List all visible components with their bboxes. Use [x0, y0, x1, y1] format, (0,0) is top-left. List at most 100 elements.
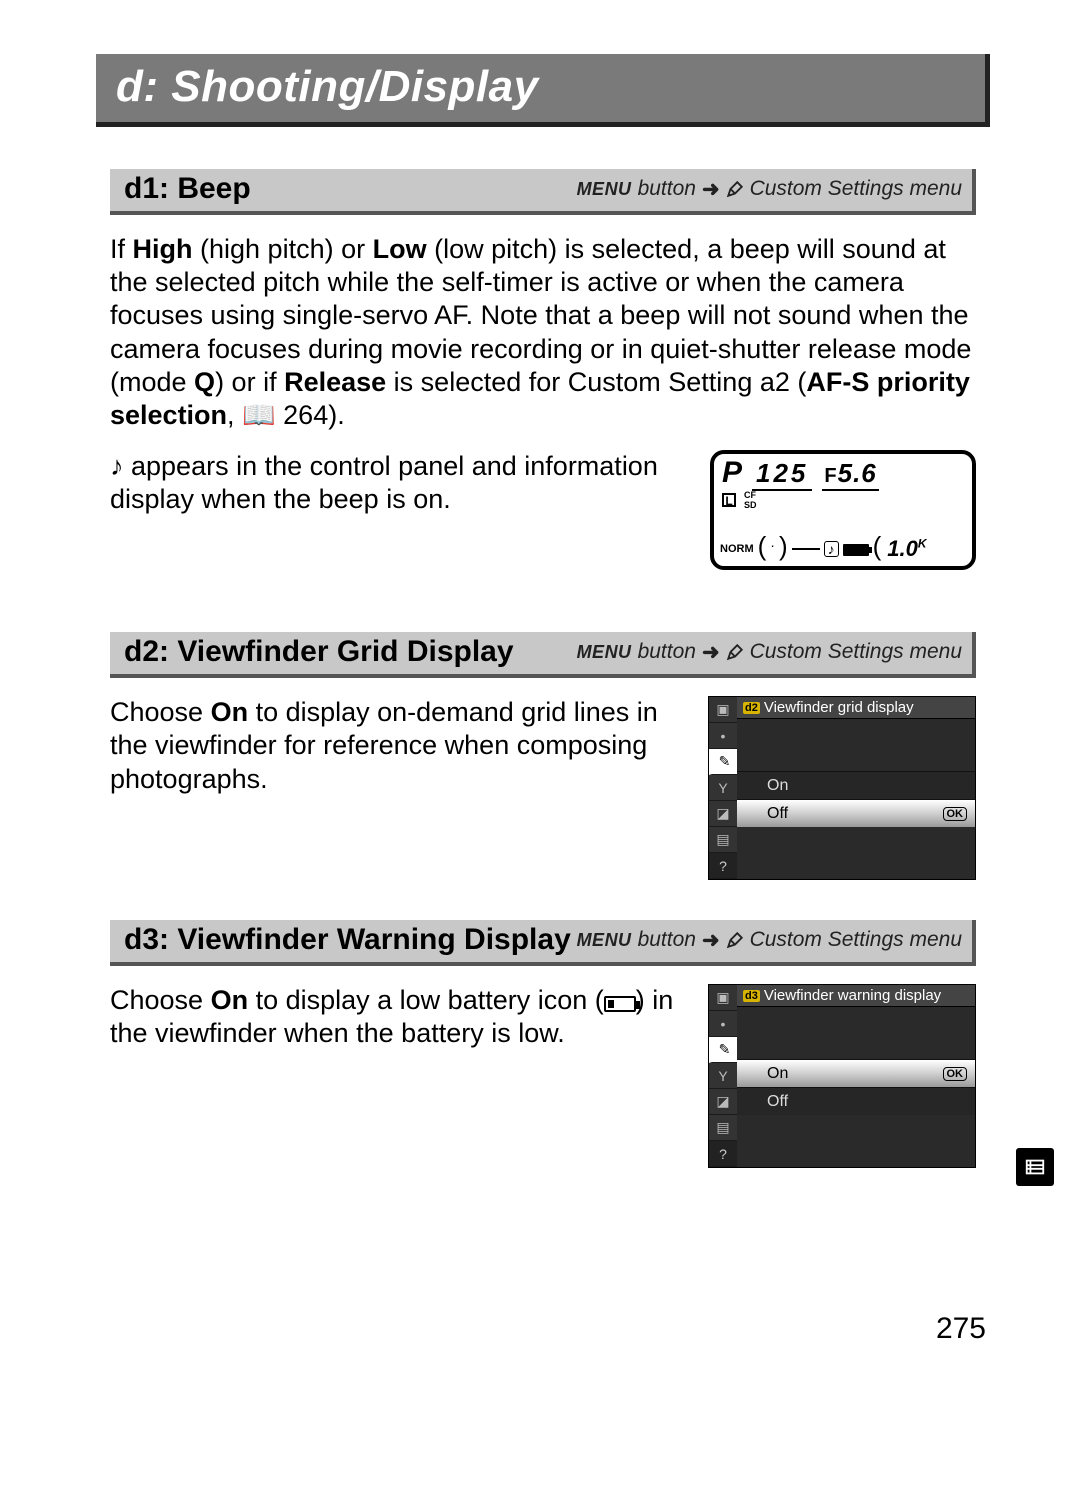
text-bold: On — [211, 697, 249, 727]
side-tab-recent-icon: ▤ — [709, 1115, 737, 1141]
d3-body: Choose On to display a low battery icon … — [110, 984, 976, 1168]
d2-body: Choose On to display on-demand grid line… — [110, 696, 976, 880]
side-tab-camera-icon: • — [709, 1011, 737, 1037]
option-label: On — [767, 777, 788, 795]
d3-menu-screenshot: ▣ • ✎ Y ◪ ▤ ? d3 Viewfinder warning disp… — [708, 984, 976, 1168]
menu-title-text: Viewfinder grid display — [764, 699, 914, 716]
option-label: Off — [767, 1093, 788, 1111]
nav-target: Custom Settings menu — [750, 928, 962, 952]
d3-nav: MENU button ➜ Custom Settings menu — [577, 928, 962, 953]
lcd-battery-icon — [843, 544, 869, 556]
arrow-icon: ➜ — [702, 177, 720, 202]
d3-title: d3: Viewfinder Warning Display — [124, 923, 571, 957]
option-label: On — [767, 1065, 788, 1083]
d1-para1: If High (high pitch) or Low (low pitch) … — [110, 233, 976, 432]
side-tab-play-icon: ▣ — [709, 985, 737, 1011]
nav-target: Custom Settings menu — [750, 640, 962, 664]
lcd-aperture: F5.6 — [822, 458, 878, 491]
text: (high pitch) or — [193, 234, 373, 264]
d3-menu-title: d3 Viewfinder warning display — [737, 985, 975, 1007]
d1-body: If High (high pitch) or Low (low pitch) … — [110, 233, 976, 432]
lcd-shutter: 125 — [752, 458, 812, 491]
d1-para2: ♪ appears in the control panel and infor… — [110, 450, 690, 516]
option-label: Off — [767, 805, 788, 823]
text-bold: On — [211, 985, 249, 1015]
d3-header: d3: Viewfinder Warning Display MENU butt… — [110, 920, 976, 966]
button-word: button — [638, 640, 696, 664]
section-title: d: Shooting/Display — [116, 62, 539, 111]
d2-para: Choose On to display on-demand grid line… — [110, 696, 688, 796]
d1-nav: MENU button ➜ Custom Settings menu — [577, 177, 962, 202]
text: Choose — [110, 697, 211, 727]
battery-icon — [604, 996, 636, 1012]
d3-option-on: On OK — [737, 1059, 975, 1087]
side-tab-help-icon: ? — [709, 1141, 737, 1167]
lcd-norm: NORM — [720, 543, 754, 555]
section-banner: d: Shooting/Display — [96, 54, 990, 127]
side-tab-wrench-icon: Y — [709, 775, 737, 801]
text: is selected for Custom Setting a2 ( — [386, 367, 806, 397]
side-tab-wrench-icon: Y — [709, 1063, 737, 1089]
text: CF — [744, 490, 756, 500]
arrow-icon: ➜ — [702, 928, 720, 953]
text: 1.0 — [887, 536, 918, 561]
side-tab-pencil-icon: ✎ — [709, 1037, 737, 1063]
lcd-L: L — [722, 493, 736, 507]
text: Choose — [110, 985, 211, 1015]
d2-option-on: On — [737, 771, 975, 799]
text: SD — [744, 500, 757, 510]
d1-row2: ♪ appears in the control panel and infor… — [110, 450, 976, 570]
pencil-icon — [726, 643, 744, 661]
d2-nav: MENU button ➜ Custom Settings menu — [577, 640, 962, 665]
side-tab-recent-icon: ▤ — [709, 827, 737, 853]
d1-header: d1: Beep MENU button ➜ Custom Settings m… — [110, 169, 976, 215]
side-tab-retouch-icon: ◪ — [709, 801, 737, 827]
side-tab-play-icon: ▣ — [709, 697, 737, 723]
side-tab-retouch-icon: ◪ — [709, 1089, 737, 1115]
text-bold: Release — [284, 367, 386, 397]
text: to display a low battery icon ( — [248, 985, 604, 1015]
d2-title: d2: Viewfinder Grid Display — [124, 635, 514, 669]
menu-code: d3 — [743, 990, 760, 1002]
text: , 📖 264). — [227, 400, 345, 430]
menu-label: MENU — [577, 930, 632, 951]
d1-title: d1: Beep — [124, 172, 251, 206]
d2-menu-title: d2 Viewfinder grid display — [737, 697, 975, 719]
text: ) or if — [215, 367, 284, 397]
menu-code: d2 — [743, 702, 760, 714]
text: 5.6 — [838, 458, 877, 488]
lcd-beep-icon: ♪ — [824, 541, 839, 557]
button-word: button — [638, 928, 696, 952]
side-tab-help-icon: ? — [709, 853, 737, 879]
side-tab-pencil-icon: ✎ — [709, 749, 737, 775]
button-word: button — [638, 177, 696, 201]
side-tab-camera-icon: • — [709, 723, 737, 749]
d2-option-off: Off OK — [737, 799, 975, 827]
ok-badge: OK — [943, 807, 968, 821]
text-bold: High — [133, 234, 193, 264]
text: F — [824, 465, 837, 487]
lcd-shots: 1.0K — [887, 536, 926, 562]
menu-label: MENU — [577, 179, 632, 200]
text: If — [110, 234, 133, 264]
lcd-scale-icon — [792, 540, 820, 550]
page-number: 275 — [936, 1312, 986, 1346]
d3-para: Choose On to display a low battery icon … — [110, 984, 688, 1050]
lcd-mode: P — [722, 458, 742, 488]
menu-title-text: Viewfinder warning display — [764, 987, 941, 1004]
d3-option-off: Off — [737, 1087, 975, 1115]
lcd-cards: CF SD — [744, 490, 757, 510]
arrow-icon: ➜ — [702, 640, 720, 665]
text-bold: Q — [194, 367, 215, 397]
menu-label: MENU — [577, 642, 632, 663]
pencil-icon — [726, 931, 744, 949]
d2-header: d2: Viewfinder Grid Display MENU button … — [110, 632, 976, 678]
text: K — [918, 537, 927, 551]
text-bold: Low — [373, 234, 427, 264]
control-panel-graphic: P 125 F5.6 L CF SD NORM (·) ♪ ( 1.0K — [710, 450, 976, 570]
d2-menu-screenshot: ▣ • ✎ Y ◪ ▤ ? d2 Viewfinder grid display… — [708, 696, 976, 880]
nav-target: Custom Settings menu — [750, 177, 962, 201]
page-edge-tab-icon — [1016, 1148, 1054, 1186]
pencil-icon — [726, 180, 744, 198]
ok-badge: OK — [943, 1067, 968, 1081]
